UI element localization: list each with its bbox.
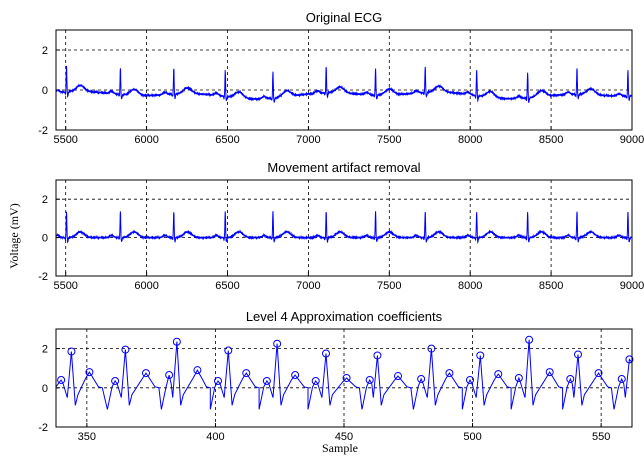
peak-marker: [193, 366, 202, 375]
peak-marker: [417, 374, 426, 383]
peak-marker: [342, 374, 351, 382]
peak-marker: [494, 370, 503, 379]
peak-marker: [566, 374, 575, 383]
peak-marker: [617, 374, 626, 383]
y-tick-label: 2: [42, 344, 48, 356]
x-tick-label: 6500: [215, 134, 239, 146]
peak-marker: [67, 347, 76, 356]
peak-marker: [121, 345, 130, 354]
x-tick-label: 7000: [296, 280, 320, 292]
peak-marker: [365, 375, 374, 384]
peak-marker: [224, 346, 233, 355]
peak-marker: [594, 369, 603, 378]
x-tick-label: 7500: [377, 280, 401, 292]
x-tick-label: 9000: [620, 280, 644, 292]
peak-marker: [165, 371, 174, 380]
peak-marker: [514, 374, 523, 382]
panel-title: Movement artifact removal: [267, 160, 420, 175]
peak-marker: [466, 375, 474, 384]
y-axis-label: Voltage (mV): [7, 203, 21, 268]
peak-marker: [172, 337, 181, 346]
peak-marker: [214, 376, 222, 385]
x-tick-label: 6000: [134, 280, 158, 292]
peak-marker: [625, 355, 634, 364]
panel-title: Original ECG: [306, 10, 383, 25]
x-tick-label: 6500: [215, 280, 239, 292]
signal-line: [55, 339, 633, 410]
peak-marker: [394, 372, 402, 381]
x-tick-label: 5500: [53, 134, 77, 146]
y-tick-label: -2: [38, 271, 48, 283]
peak-marker: [85, 368, 94, 377]
x-tick-label: 450: [335, 431, 353, 443]
peak-marker: [262, 376, 271, 385]
peak-marker: [242, 369, 251, 378]
peak-marker: [273, 339, 282, 348]
y-tick-label: 0: [42, 383, 48, 395]
x-tick-label: 8500: [539, 280, 563, 292]
y-tick-label: 2: [42, 194, 48, 206]
x-tick-label: 400: [206, 431, 224, 443]
x-axis-label: Sample: [322, 441, 358, 455]
y-tick-label: -2: [38, 125, 48, 137]
y-tick-label: 2: [42, 45, 48, 57]
peak-marker: [111, 376, 120, 385]
x-tick-label: 8000: [458, 134, 482, 146]
x-tick-label: 5500: [53, 280, 77, 292]
peak-marker: [322, 349, 330, 358]
signal-line: [55, 65, 633, 104]
peak-marker: [525, 335, 534, 344]
x-tick-label: 8500: [539, 134, 563, 146]
plot-frame: [55, 179, 633, 277]
panel-3: 350 400 450 500 550 -2 0 2 Level 4 Approximation…: [38, 309, 634, 443]
panel-1: 5500 6000 6500 7000 7500 8000 8500 9000 -2 0 2 Orig…: [38, 10, 644, 146]
x-tick-label: 9000: [620, 134, 644, 146]
y-tick-label: 0: [42, 85, 48, 97]
peak-marker: [445, 369, 454, 378]
peak-marker: [311, 376, 320, 385]
x-tick-label: 350: [78, 431, 96, 443]
peak-marker: [57, 375, 66, 384]
x-tick-label: 6000: [134, 134, 158, 146]
plot-area: [56, 30, 632, 130]
signal-line: [55, 211, 633, 245]
peak-marker: [373, 351, 382, 360]
x-tick-label: 7500: [377, 134, 401, 146]
plot-frame: [55, 29, 633, 131]
panel-2: 5500 6000 6500 7000 7500 8000 8500 9000 -2 0 2 Move…: [38, 160, 644, 292]
plot-frame: [55, 328, 633, 428]
peak-marker: [574, 350, 582, 359]
plot-area: [56, 180, 632, 276]
x-tick-label: 550: [592, 431, 610, 443]
x-tick-label: 7000: [296, 134, 320, 146]
peak-marker: [291, 371, 300, 380]
peak-marker: [545, 368, 554, 377]
peak-marker: [142, 369, 150, 378]
x-tick-label: 8000: [458, 280, 482, 292]
y-tick-label: -2: [38, 422, 48, 434]
y-tick-label: 0: [42, 233, 48, 245]
x-tick-label: 500: [463, 431, 481, 443]
panel-title: Level 4 Approximation coefficients: [246, 309, 443, 324]
peak-marker: [427, 344, 436, 353]
peak-marker: [476, 351, 485, 360]
